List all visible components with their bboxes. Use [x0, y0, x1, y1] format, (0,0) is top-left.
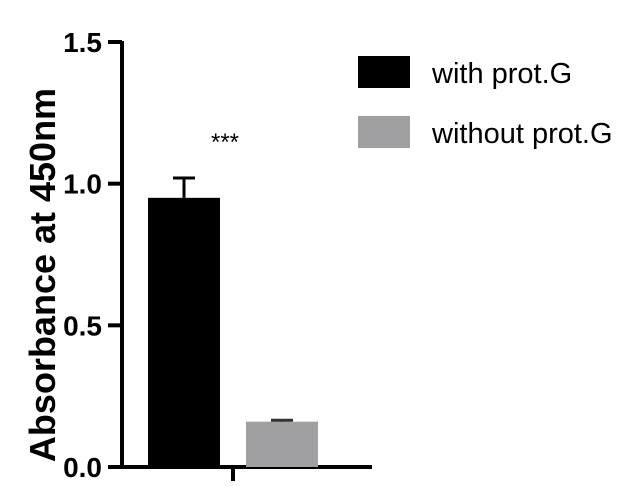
legend-label: without prot.G	[431, 118, 613, 150]
legend-swatch	[358, 56, 410, 88]
bars	[148, 176, 318, 468]
y-tick-label: 0.5	[63, 310, 102, 341]
significance-annotation: ***	[211, 129, 239, 156]
legend-label: with prot.G	[431, 58, 572, 90]
y-tick-label: 0.0	[63, 452, 102, 483]
y-tick-label: 1.5	[63, 27, 102, 58]
legend: with prot.G without prot.G	[358, 56, 613, 150]
bar-with-prot-g	[148, 197, 220, 468]
y-tick-label: 1.0	[63, 169, 102, 200]
x-axis	[120, 465, 372, 481]
legend-swatch	[358, 116, 410, 148]
bar-without-prot-g	[246, 421, 318, 467]
y-axis-title: Absorbance at 450nm	[22, 88, 63, 462]
y-axis: 0.0 0.5 1.0 1.5	[63, 27, 124, 483]
